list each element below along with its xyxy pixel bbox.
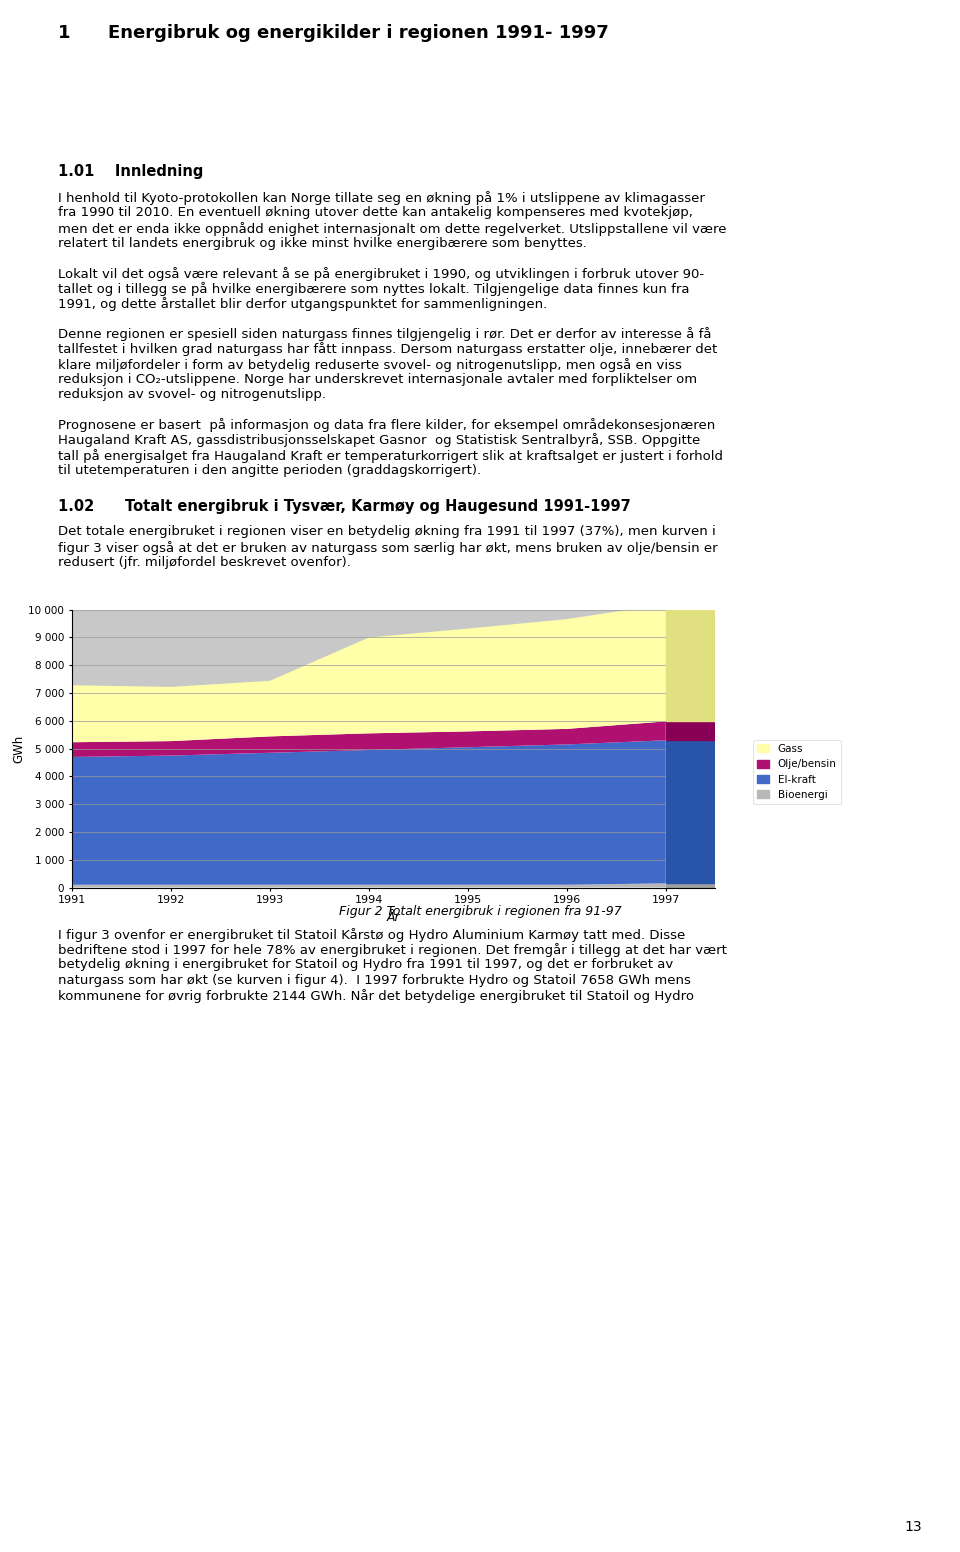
Text: 13: 13 <box>904 1519 922 1535</box>
Text: bedriftene stod i 1997 for hele 78% av energibruket i regionen. Det fremgår i ti: bedriftene stod i 1997 for hele 78% av e… <box>58 944 727 958</box>
Text: klare miljøfordeler i form av betydelig reduserte svovel- og nitrogenutslipp, me: klare miljøfordeler i form av betydelig … <box>58 359 682 372</box>
Text: figur 3 viser også at det er bruken av naturgass som særlig har økt, mens bruken: figur 3 viser også at det er bruken av n… <box>58 540 717 554</box>
Bar <box>665 601 715 604</box>
Text: fra 1990 til 2010. En eventuell økning utover dette kan antakelig kompenseres me: fra 1990 til 2010. En eventuell økning u… <box>58 206 692 219</box>
Bar <box>665 883 715 888</box>
Text: Lokalt vil det også være relevant å se på energibruket i 1990, og utviklingen i : Lokalt vil det også være relevant å se p… <box>58 267 704 281</box>
Text: tallfestet i hvilken grad naturgass har fått innpass. Dersom naturgass erstatter: tallfestet i hvilken grad naturgass har … <box>58 343 717 357</box>
Bar <box>665 740 715 883</box>
Text: reduksjon i CO₂-utslippene. Norge har underskrevet internasjonale avtaler med fo: reduksjon i CO₂-utslippene. Norge har un… <box>58 372 697 386</box>
Text: tallet og i tillegg se på hvilke energibærere som nyttes lokalt. Tilgjengelige d: tallet og i tillegg se på hvilke energib… <box>58 282 689 296</box>
Text: 1.01    Innledning: 1.01 Innledning <box>58 165 203 178</box>
Legend: Gass, Olje/bensin, El-kraft, Bioenergi: Gass, Olje/bensin, El-kraft, Bioenergi <box>753 740 841 804</box>
Text: redusert (jfr. miljøfordel beskrevet ovenfor).: redusert (jfr. miljøfordel beskrevet ove… <box>58 556 350 570</box>
Text: Figur 2 Totalt energibruk i regionen fra 91-97: Figur 2 Totalt energibruk i regionen fra… <box>339 905 621 917</box>
Text: 1.02      Totalt energibruk i Tysvær, Karmøy og Haugesund 1991-1997: 1.02 Totalt energibruk i Tysvær, Karmøy … <box>58 498 631 514</box>
Text: tall på energisalget fra Haugaland Kraft er temperaturkorrigert slik at kraftsal: tall på energisalget fra Haugaland Kraft… <box>58 449 723 462</box>
Text: Prognosene er basert  på informasjon og data fra flere kilder, for eksempel områ: Prognosene er basert på informasjon og d… <box>58 417 715 431</box>
Text: naturgass som har økt (se kurven i figur 4).  I 1997 forbrukte Hydro og Statoil : naturgass som har økt (se kurven i figur… <box>58 973 690 987</box>
Text: Det totale energibruket i regionen viser en betydelig økning fra 1991 til 1997 (: Det totale energibruket i regionen viser… <box>58 526 715 539</box>
Text: Haugaland Kraft AS, gassdistribusjonsselskapet Gasnor  og Statistisk Sentralbyrå: Haugaland Kraft AS, gassdistribusjonssel… <box>58 433 700 447</box>
Text: til utetemperaturen i den angitte perioden (graddagskorrigert).: til utetemperaturen i den angitte period… <box>58 464 481 476</box>
Text: betydelig økning i energibruket for Statoil og Hydro fra 1991 til 1997, og det e: betydelig økning i energibruket for Stat… <box>58 959 673 972</box>
Y-axis label: GWh: GWh <box>12 734 26 762</box>
Text: I henhold til Kyoto-protokollen kan Norge tillate seg en økning på 1% i utslippe: I henhold til Kyoto-protokollen kan Norg… <box>58 191 705 205</box>
X-axis label: År: År <box>387 911 400 923</box>
Text: Denne regionen er spesiell siden naturgass finnes tilgjengelig i rør. Det er der: Denne regionen er spesiell siden naturga… <box>58 327 711 341</box>
Text: 1991, og dette årstallet blir derfor utgangspunktet for sammenligningen.: 1991, og dette årstallet blir derfor utg… <box>58 298 547 312</box>
Text: kommunene for øvrig forbrukte 2144 GWh. Når det betydelige energibruket til Stat: kommunene for øvrig forbrukte 2144 GWh. … <box>58 989 693 1003</box>
Text: men det er enda ikke oppnådd enighet internasjonalt om dette regelverket. Utslip: men det er enda ikke oppnådd enighet int… <box>58 222 726 236</box>
Text: relatert til landets energibruk og ikke minst hvilke energibærere som benyttes.: relatert til landets energibruk og ikke … <box>58 237 587 250</box>
Text: reduksjon av svovel- og nitrogenutslipp.: reduksjon av svovel- og nitrogenutslipp. <box>58 388 325 402</box>
Text: I figur 3 ovenfor er energibruket til Statoil Kårstø og Hydro Aluminium Karmøy t: I figur 3 ovenfor er energibruket til St… <box>58 928 684 942</box>
Bar <box>665 722 715 740</box>
Bar <box>665 604 715 722</box>
Text: 1      Energibruk og energikilder i regionen 1991- 1997: 1 Energibruk og energikilder i regionen … <box>58 23 609 42</box>
